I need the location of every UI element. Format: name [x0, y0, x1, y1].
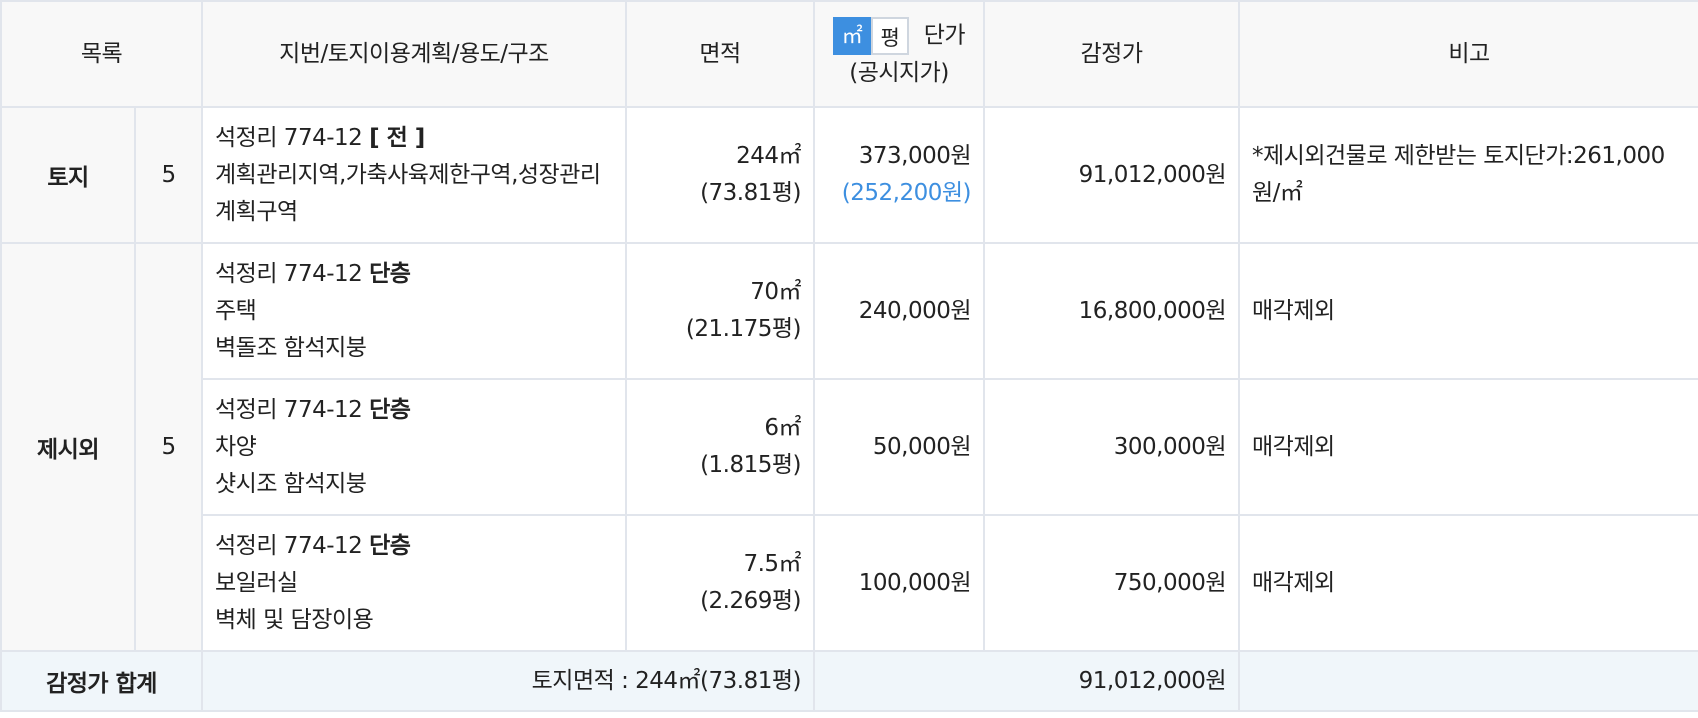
public-land-price: (252,200원): [841, 180, 972, 206]
unit-price-cell: 373,000원 (252,200원): [813, 106, 986, 244]
remarks: 매각제외: [1238, 242, 1698, 380]
floor-type: 단층: [369, 532, 411, 559]
header-unit-price: ㎡ 평 단가 (공시지가): [813, 0, 986, 108]
building-structure: 샷시조 함석지붕: [215, 470, 367, 497]
floor-type: 단층: [369, 260, 411, 287]
area-sqm: 7.5㎡: [743, 551, 802, 577]
unit-toggle: ㎡ 평: [832, 17, 909, 55]
lot-address: 석정리 774-12: [215, 532, 363, 559]
floor-type: 단층: [369, 396, 411, 423]
unit-price: 50,000원: [813, 378, 986, 516]
area-sqm: 6㎡: [764, 415, 802, 441]
unit-price-label: 단가: [923, 22, 966, 49]
category-extra: 제시외: [0, 242, 136, 652]
area-cell: 244㎡ (73.81평): [625, 106, 816, 244]
remarks: 매각제외: [1238, 378, 1698, 516]
header-area: 면적: [625, 0, 816, 108]
total-land-area: 토지면적 : 244㎡(73.81평): [201, 650, 816, 712]
remarks: *제시외건물로 제한받는 토지단가:261,000원/㎡: [1238, 106, 1698, 244]
remarks: 매각제외: [1238, 514, 1698, 652]
area-cell: 6㎡ (1.815평): [625, 378, 816, 516]
lot-type: [ 전 ]: [369, 124, 425, 151]
unit-price: 100,000원: [813, 514, 986, 652]
category-extra-count: 5: [133, 242, 204, 652]
lot-cell: 석정리 774-12 단층 주택 벽돌조 함석지붕: [201, 242, 628, 380]
table-row: 토지 5 석정리 774-12 [ 전 ] 계획관리지역,가축사육제한구역,성장…: [0, 106, 1698, 244]
header-appraisal: 감정가: [983, 0, 1241, 108]
lot-address: 석정리 774-12: [215, 396, 363, 423]
building-use: 차양: [215, 433, 257, 460]
lot-address: 석정리 774-12: [215, 124, 363, 151]
building-structure: 벽돌조 함석지붕: [215, 334, 367, 361]
category-land-count: 5: [133, 106, 204, 244]
total-remarks: [1238, 650, 1698, 712]
category-land: 토지: [0, 106, 136, 244]
header-remarks: 비고: [1238, 0, 1698, 108]
area-pyeong: (73.81평): [700, 180, 802, 206]
header-row: 목록 지번/토지이용계획/용도/구조 면적 ㎡ 평 단가 (공시지가) 감정가 …: [0, 0, 1698, 108]
table-row: 석정리 774-12 단층 보일러실 벽체 및 담장이용 7.5㎡ (2.269…: [1, 514, 1698, 652]
header-lot: 지번/토지이용계획/용도/구조: [201, 0, 628, 108]
unit-pyeong-button[interactable]: 평: [870, 17, 909, 55]
unit-sqm-button[interactable]: ㎡: [832, 17, 871, 55]
area-pyeong: (21.175평): [685, 316, 802, 342]
area-pyeong: (2.269평): [700, 588, 802, 614]
area-sqm: 244㎡: [736, 143, 802, 169]
area-sqm: 70㎡: [750, 279, 802, 305]
land-use-plan: 계획관리지역,가축사육제한구역,성장관리계획구역: [215, 161, 601, 225]
building-use: 주택: [215, 297, 257, 324]
appraisal-value: 91,012,000원: [983, 106, 1241, 244]
header-list: 목록: [0, 0, 204, 108]
unit-price: 373,000원: [858, 143, 972, 169]
total-row: 감정가 합계 토지면적 : 244㎡(73.81평) 91,012,000원: [0, 650, 1698, 712]
area-pyeong: (1.815평): [700, 452, 802, 478]
lot-cell: 석정리 774-12 [ 전 ] 계획관리지역,가축사육제한구역,성장관리계획구…: [201, 106, 628, 244]
appraisal-value: 300,000원: [983, 378, 1241, 516]
lot-cell: 석정리 774-12 단층 보일러실 벽체 및 담장이용: [201, 514, 628, 652]
unit-price: 240,000원: [813, 242, 986, 380]
public-price-label: (공시지가): [849, 60, 949, 86]
lot-address: 석정리 774-12: [215, 260, 363, 287]
lot-cell: 석정리 774-12 단층 차양 샷시조 함석지붕: [201, 378, 628, 516]
area-cell: 70㎡ (21.175평): [625, 242, 816, 380]
building-use: 보일러실: [215, 569, 298, 596]
building-structure: 벽체 및 담장이용: [215, 606, 374, 633]
total-label: 감정가 합계: [0, 650, 204, 712]
appraisal-value: 750,000원: [983, 514, 1241, 652]
appraisal-value: 16,800,000원: [983, 242, 1241, 380]
area-cell: 7.5㎡ (2.269평): [625, 514, 816, 652]
table-row: 석정리 774-12 단층 차양 샷시조 함석지붕 6㎡ (1.815평) 50…: [1, 378, 1698, 516]
total-appraisal: 91,012,000원: [813, 650, 1241, 712]
table-row: 제시외 5 석정리 774-12 단층 주택 벽돌조 함석지붕 70㎡ (21.…: [0, 242, 1698, 652]
